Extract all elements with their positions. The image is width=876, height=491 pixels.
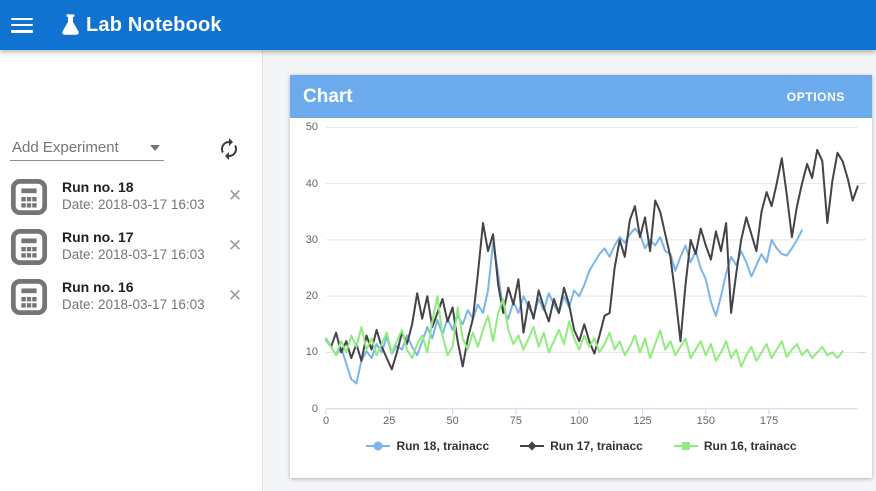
refresh-button[interactable] [217, 137, 241, 161]
run-item[interactable]: Run no. 18 Date: 2018-03-17 16:03 ✕ [0, 174, 262, 224]
sidebar: Add Experiment Run no. 18 Date: 2018-03-… [0, 50, 263, 491]
x-axis-tick-label: 100 [570, 415, 589, 427]
legend-item[interactable]: Run 17, trainacc [519, 439, 643, 453]
calculator-icon [10, 278, 48, 316]
run-date: Date: 2018-03-17 16:03 [62, 247, 205, 262]
x-axis-tick-label: 175 [759, 415, 779, 427]
chart-panel-header: Chart OPTIONS [290, 75, 872, 118]
add-experiment-label: Add Experiment [12, 139, 119, 156]
menu-bar [11, 23, 33, 27]
diamond-marker-icon [520, 441, 545, 451]
calculator-icon [10, 228, 48, 266]
x-axis-tick-label: 150 [696, 415, 715, 427]
app-title: Lab Notebook [86, 13, 222, 36]
x-axis-tick-label: 50 [446, 415, 459, 427]
chart-canvas [325, 126, 866, 415]
x-axis-tick-label: 75 [509, 415, 523, 427]
add-experiment-dropdown[interactable]: Add Experiment [10, 135, 164, 161]
legend-item[interactable]: Run 16, trainacc [673, 439, 797, 453]
x-axis-tick-label: 25 [383, 415, 396, 427]
chart-legend: Run 18, trainacc Run 17, trainacc Run 16, … [290, 439, 872, 453]
close-icon: ✕ [227, 186, 243, 205]
run-item[interactable]: Run no. 17 Date: 2018-03-17 16:03 ✕ [0, 224, 262, 274]
run-date: Date: 2018-03-17 16:03 [62, 197, 205, 212]
y-axis-tick-label: 50 [305, 121, 318, 134]
menu-bar [11, 17, 33, 21]
menu-icon[interactable] [11, 17, 33, 33]
close-icon: ✕ [227, 286, 243, 305]
chevron-down-icon [150, 144, 160, 151]
menu-bar [11, 29, 33, 33]
y-axis-tick-label: 40 [305, 177, 318, 190]
legend-label: Run 16, trainacc [703, 439, 797, 453]
run-title: Run no. 16 [62, 279, 134, 295]
y-axis-tick-label: 10 [305, 346, 318, 359]
options-button[interactable]: OPTIONS [786, 89, 845, 104]
run-title: Run no. 18 [62, 179, 134, 195]
chart-panel-title: Chart [303, 85, 353, 107]
flask-icon [62, 14, 79, 35]
x-axis-tick-label: 0 [322, 415, 330, 427]
chart-panel: Chart OPTIONS 0 10 20 30 40 50 0 25 50 75 100 125 1… [290, 75, 872, 478]
run-item[interactable]: Run no. 16 Date: 2018-03-17 16:03 ✕ [0, 274, 262, 324]
x-axis-tick-label: 125 [633, 415, 652, 427]
remove-run-button[interactable]: ✕ [224, 235, 246, 257]
square-marker-icon [673, 442, 698, 450]
legend-label: Run 17, trainacc [550, 439, 643, 453]
circle-marker-icon [366, 441, 391, 451]
remove-run-button[interactable]: ✕ [224, 185, 246, 207]
close-icon: ✕ [227, 236, 243, 255]
legend-item[interactable]: Run 18, trainacc [365, 439, 489, 453]
remove-run-button[interactable]: ✕ [224, 285, 246, 307]
legend-label: Run 18, trainacc [396, 439, 490, 453]
calculator-icon [10, 178, 48, 216]
app-bar: Lab Notebook [0, 0, 876, 50]
y-axis-tick-label: 30 [305, 233, 318, 246]
run-title: Run no. 17 [62, 229, 134, 245]
run-date: Date: 2018-03-17 16:03 [62, 297, 205, 312]
run-list: Run no. 18 Date: 2018-03-17 16:03 ✕ Run … [0, 174, 262, 324]
y-axis-tick-label: 20 [305, 290, 318, 303]
y-axis-tick-label: 0 [311, 402, 318, 415]
